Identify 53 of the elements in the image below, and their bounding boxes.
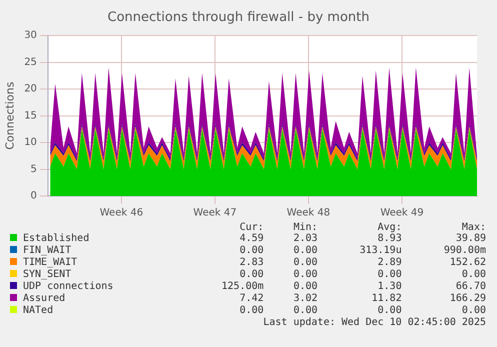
text: 0.00 (238, 245, 265, 257)
y-axis-title: Connections (3, 82, 16, 150)
text: 2.89 (376, 257, 403, 269)
text: 125.00m (220, 281, 265, 293)
text: 0.00 (292, 257, 319, 269)
x-tick-label: Week 47 (193, 208, 237, 219)
x-tick-label: Week 49 (380, 208, 424, 219)
text: 152.62 (448, 257, 487, 269)
x-tick-label: Week 48 (286, 208, 330, 219)
y-tick-label: 5 (30, 164, 37, 175)
legend-label: FIN_WAIT (22, 245, 72, 257)
legend-label: UDP connections (22, 281, 114, 293)
y-tick-label: 25 (24, 56, 37, 68)
text: 3.02 (292, 293, 319, 305)
text: 0.00 (376, 269, 403, 281)
text: Last update: Wed Dec 10 02:45:00 2025 (262, 317, 487, 329)
text: 0.00 (292, 269, 319, 281)
text: 11.82 (370, 293, 403, 305)
text: 0.00 (238, 269, 265, 281)
legend-label: Established (22, 233, 90, 245)
legend-label: NATed (22, 305, 54, 317)
y-tick-label: 20 (24, 84, 37, 95)
legend-label: TIME_WAIT (22, 257, 78, 269)
text: 2.03 (292, 233, 319, 245)
y-tick-label: 30 (24, 30, 37, 42)
text: 166.29 (448, 293, 487, 305)
text: 313.19u (358, 245, 403, 257)
text: 4.59 (238, 233, 265, 245)
text: 0.00 (292, 281, 319, 293)
text: 66.70 (454, 281, 487, 293)
legend-label: SYN_SENT (22, 269, 72, 281)
text: 39.89 (454, 233, 487, 245)
y-tick-label: 15 (24, 110, 37, 122)
y-tick-label: 10 (24, 137, 37, 148)
text: 0.00 (238, 305, 264, 317)
text: Min: (292, 222, 319, 233)
text: 0.00 (460, 305, 487, 317)
chart-title: Connections through firewall - by month (108, 10, 370, 26)
text: Max: (460, 222, 487, 233)
text: Cur: (238, 222, 265, 233)
text: 0.00 (292, 245, 319, 257)
text: 1.30 (376, 281, 403, 293)
text: 0.00 (292, 305, 319, 317)
text: 0.00 (376, 305, 403, 317)
legend-label: Assured (22, 293, 66, 305)
text: 2.83 (238, 257, 265, 269)
text: 0.00 (460, 269, 487, 281)
text: Avg: (376, 222, 403, 233)
text: 990.00m (442, 245, 487, 257)
text: 8.93 (376, 233, 403, 245)
y-tick-label: 0 (30, 190, 37, 202)
x-tick-label: Week 46 (100, 208, 144, 219)
text: 7.42 (238, 293, 265, 305)
